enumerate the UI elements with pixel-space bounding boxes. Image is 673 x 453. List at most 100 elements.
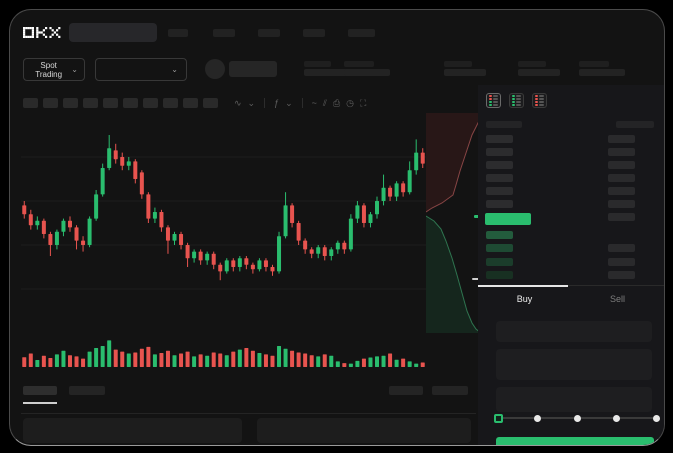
stat-label-skeleton — [518, 61, 546, 67]
coin-avatar — [205, 59, 225, 79]
orderbook-ask-amount — [608, 161, 635, 169]
slider-stop[interactable] — [534, 414, 541, 422]
book-bids-icon[interactable] — [509, 93, 524, 108]
app-frame: Spot Trading ⌄ ⌄ ∿ ⌄ ƒ ⌄ ~ ⫽ ⎙ ◷ ⛶ — [9, 9, 665, 446]
screenshot-icon[interactable]: ⎙ — [332, 98, 341, 108]
bottom-tab[interactable] — [69, 386, 105, 395]
stat-value-skeleton — [304, 69, 350, 76]
bottom-panel[interactable] — [257, 418, 471, 443]
orderbook-header-right — [616, 121, 654, 128]
history-icon[interactable]: ◷ — [346, 98, 354, 108]
nav-item[interactable] — [168, 29, 188, 37]
stat-value-skeleton — [444, 69, 486, 76]
orderbook-bid-row[interactable] — [486, 231, 513, 239]
nav-item[interactable] — [303, 29, 325, 37]
line-tool-icon[interactable]: ~ — [311, 98, 317, 108]
orderbook-ask-row[interactable] — [486, 161, 513, 169]
trade-tabs: Buy Sell — [478, 285, 664, 313]
chart-toolbar: ∿ ⌄ ƒ ⌄ ~ ⫽ ⎙ ◷ ⛶ — [10, 94, 475, 118]
orderbook-ask-amount — [608, 200, 635, 208]
toolbar-divider — [264, 98, 266, 108]
orderbook-view-toggles — [486, 93, 547, 108]
market-bar: Spot Trading ⌄ ⌄ — [10, 58, 664, 94]
bottom-action-button[interactable] — [432, 386, 468, 395]
orderbook-ask-row[interactable] — [486, 174, 513, 182]
top-navbar — [10, 10, 664, 58]
orderbook-bid-amount — [608, 244, 635, 253]
pair-selector[interactable]: ⌄ — [95, 58, 187, 81]
slider-stop[interactable] — [652, 414, 660, 422]
timeframe-button[interactable] — [23, 98, 38, 108]
stat-label-skeleton — [344, 61, 374, 67]
stat-label-skeleton — [304, 61, 331, 67]
chart-style-icon[interactable]: ∿ — [234, 98, 242, 108]
timeframe-button[interactable] — [43, 98, 58, 108]
nav-item[interactable] — [348, 29, 375, 37]
stat-value-skeleton — [579, 69, 625, 76]
pair-name-skeleton — [229, 61, 277, 77]
stat-label-skeleton — [579, 61, 609, 67]
orderbook-bid-row[interactable] — [486, 257, 513, 266]
nav-item[interactable] — [258, 29, 280, 37]
tab-divider — [478, 285, 664, 286]
stat-value-skeleton — [344, 69, 390, 76]
orderbook-ask-row[interactable] — [486, 187, 513, 195]
orderbook-ask-row[interactable] — [486, 200, 513, 208]
stat-value-skeleton — [518, 69, 560, 76]
slider-handle[interactable] — [493, 413, 503, 423]
okx-logo — [23, 27, 61, 38]
amount-slider[interactable] — [478, 411, 664, 425]
orderbook-ask-amount — [608, 135, 635, 143]
timeframe-button[interactable] — [123, 98, 138, 108]
timeframe-button[interactable] — [83, 98, 98, 108]
timeframe-button[interactable] — [203, 98, 218, 108]
book-asks-icon[interactable] — [532, 93, 547, 108]
chart-style-chevron-icon[interactable]: ⌄ — [247, 98, 256, 108]
orderbook-bid-amount — [608, 271, 635, 280]
timeframe-button[interactable] — [163, 98, 178, 108]
bottom-section — [10, 380, 476, 445]
chevron-down-icon: ⌄ — [171, 64, 178, 74]
slider-stop[interactable] — [613, 414, 620, 422]
bottom-action-button[interactable] — [389, 386, 423, 395]
timeframe-button[interactable] — [183, 98, 198, 108]
right-panel: Buy Sell — [478, 85, 664, 445]
trade-form-field[interactable] — [496, 387, 652, 412]
indicators-icon[interactable]: ƒ — [274, 98, 280, 108]
bottom-tab[interactable] — [23, 386, 57, 395]
timeframe-button[interactable] — [63, 98, 78, 108]
orderbook-header-left — [486, 121, 522, 128]
chart-tool-icons: ∿ ⌄ ƒ ⌄ ~ ⫽ ⎙ ◷ ⛶ — [234, 96, 366, 110]
buy-submit-button[interactable] — [496, 437, 654, 445]
trade-form-field[interactable] — [496, 321, 652, 342]
bottom-panel[interactable] — [23, 418, 242, 443]
orderbook-ask-row[interactable] — [486, 148, 513, 156]
orderbook-bid-row[interactable] — [486, 244, 513, 253]
orderbook-ask-row[interactable] — [486, 135, 513, 143]
compare-icon[interactable]: ⫽ — [322, 98, 327, 108]
nav-item[interactable] — [213, 29, 235, 37]
orderbook-mid-amount — [608, 213, 635, 221]
orderbook-ask-amount — [608, 148, 635, 156]
tab-buy[interactable]: Buy — [516, 294, 533, 304]
tab-sell[interactable]: Sell — [609, 294, 625, 304]
slider-stop[interactable] — [573, 414, 581, 422]
book-combined-icon[interactable] — [486, 93, 501, 108]
volume-bars — [22, 340, 425, 367]
timeframe-button[interactable] — [143, 98, 158, 108]
market-type-selector[interactable]: Spot Trading ⌄ — [23, 58, 85, 81]
orderbook-bid-amount — [608, 257, 635, 266]
orderbook-ask-amount — [608, 187, 635, 195]
chevron-down-icon: ⌄ — [71, 64, 78, 74]
orderbook-bid-row[interactable] — [486, 271, 513, 280]
stat-label-skeleton — [444, 61, 472, 67]
fullscreen-icon[interactable]: ⛶ — [360, 98, 367, 108]
active-bottom-tab-indicator — [23, 402, 57, 404]
candlestick-chart — [21, 135, 426, 290]
last-price-bar[interactable] — [485, 213, 531, 225]
trade-form-field[interactable] — [496, 349, 652, 380]
depth-bid-marker — [472, 278, 482, 280]
indicators-chevron-icon[interactable]: ⌄ — [285, 98, 293, 108]
search-input[interactable] — [69, 23, 157, 42]
timeframe-button[interactable] — [103, 98, 118, 108]
